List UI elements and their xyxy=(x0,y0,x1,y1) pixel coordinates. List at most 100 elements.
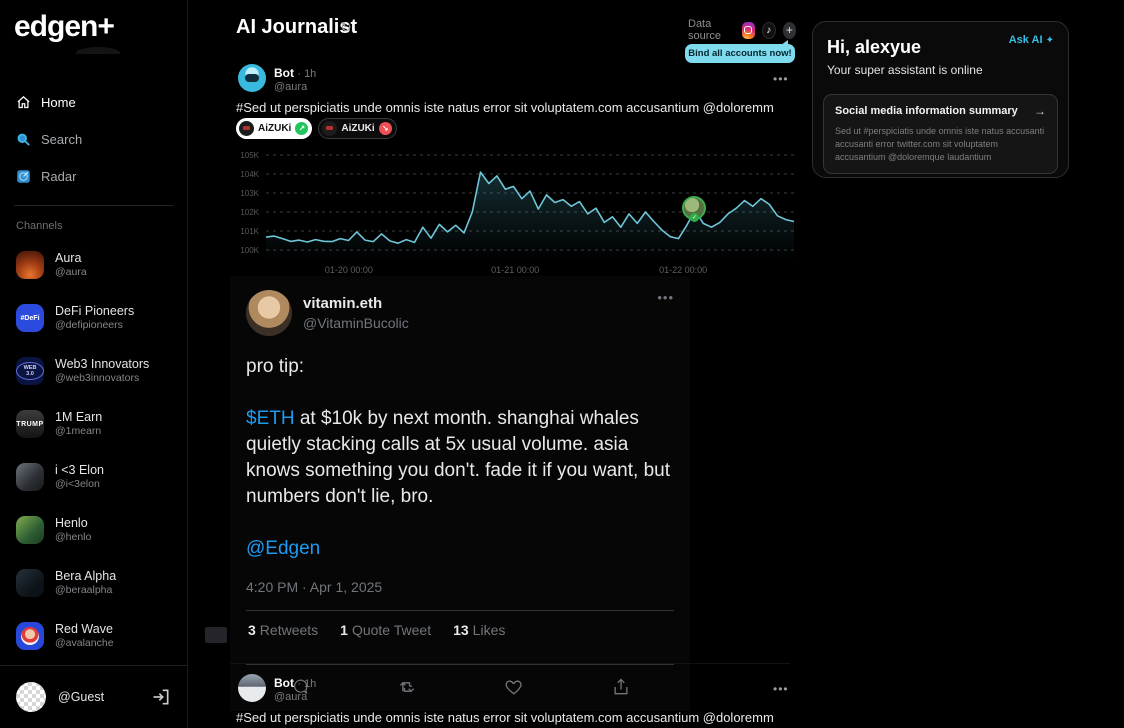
main-nav: Home Search Radar xyxy=(0,84,187,195)
post-text: #Sed ut perspiciatis unde omnis iste nat… xyxy=(236,100,774,115)
bind-accounts-tooltip[interactable]: Bind all accounts now! xyxy=(685,44,795,63)
tweet-line: pro tip: xyxy=(246,356,305,377)
refresh-icon[interactable]: ↻ xyxy=(340,19,352,35)
guest-avatar xyxy=(16,682,46,712)
channel-item-defi-pioneers[interactable]: #DeFi DeFi Pioneers @defipioneers xyxy=(0,301,187,335)
tag-label: AiZUKi xyxy=(258,123,292,134)
sidebar-item-label: Home xyxy=(41,95,76,110)
marker-check-icon: ✓ xyxy=(690,213,699,223)
channel-name: Red Wave xyxy=(55,621,113,636)
post-more-button[interactable]: ••• xyxy=(773,682,789,696)
channel-item-web3-innovators[interactable]: WEB 3.0 Web3 Innovators @web3innovators xyxy=(0,354,187,388)
data-source-bar: Data source ♪ + xyxy=(688,18,796,42)
tweet-more-button[interactable]: ••• xyxy=(657,290,674,305)
summary-body: Sed ut #perspiciatis unde omnis iste nat… xyxy=(835,126,1045,163)
guest-account-bar[interactable]: @Guest xyxy=(0,665,187,728)
assistant-panel: Ask AI ✦ Hi, alexyue Your super assistan… xyxy=(812,21,1069,178)
post-text: #Sed ut perspiciatis unde omnis iste nat… xyxy=(236,710,774,725)
arrow-right-icon: → xyxy=(1034,104,1046,118)
channel-avatar: #DeFi xyxy=(16,304,44,332)
post-handle[interactable]: @aura xyxy=(274,691,308,703)
channel-name: i <3 Elon xyxy=(55,462,104,477)
avatar-text: #DeFi xyxy=(20,314,40,322)
channel-handle: @beraalpha xyxy=(55,584,113,597)
tweet-stats: 3 Retweets 1 Quote Tweet 13 Likes xyxy=(246,611,674,649)
tag-aizuki-negative[interactable]: AiZUKi ↘ xyxy=(318,118,397,139)
channel-avatar xyxy=(16,622,44,650)
post-author[interactable]: Bot · 1h xyxy=(274,676,316,690)
y-axis-tick: 105K xyxy=(240,150,259,160)
channel-avatar: TRUMP xyxy=(16,410,44,438)
tweet-line: $ETH at $10k by next month. shanghai wha… xyxy=(246,406,674,510)
avatar-text: TRUMP xyxy=(16,420,44,428)
chart-area-fill xyxy=(266,172,794,261)
tweet-author-name[interactable]: vitamin.eth xyxy=(303,295,383,313)
post-author[interactable]: Bot · 1h xyxy=(274,66,316,80)
y-axis-tick: 104K xyxy=(240,169,259,179)
assistant-greeting: Hi, alexyue xyxy=(827,37,922,57)
channel-name: Aura xyxy=(55,250,82,265)
sidebar-item-search[interactable]: Search xyxy=(0,121,187,158)
add-data-source-button[interactable]: + xyxy=(782,21,796,39)
channel-avatar xyxy=(16,251,44,279)
entity-tags: AiZUKi ↗ AiZUKi ↘ xyxy=(236,118,397,139)
likes-stat[interactable]: 13 Likes xyxy=(453,622,505,638)
bot-avatar[interactable] xyxy=(238,64,266,92)
share-icon[interactable] xyxy=(611,677,631,697)
sidebar-item-label: Radar xyxy=(41,169,77,184)
channel-item-henlo[interactable]: Henlo @henlo xyxy=(0,513,187,547)
mention-link[interactable]: @Edgen xyxy=(246,538,321,559)
instagram-icon[interactable] xyxy=(741,21,755,39)
sentiment-down-icon: ↘ xyxy=(378,122,392,135)
search-icon xyxy=(16,132,31,147)
channel-item-1m-earn[interactable]: TRUMP 1M Earn @1mearn xyxy=(0,407,187,441)
tweet-card: vitamin.eth @VitaminBucolic ••• pro tip:… xyxy=(230,276,690,711)
channel-item-aura[interactable]: Aura @aura xyxy=(0,248,187,282)
likes-label: Likes xyxy=(472,622,506,638)
quote-tweets-stat[interactable]: 1 Quote Tweet xyxy=(340,622,431,638)
tag-avatar xyxy=(239,121,254,136)
channels-section-label: Channels xyxy=(16,220,63,232)
channel-item-bera-alpha[interactable]: Bera Alpha @beraalpha xyxy=(0,566,187,600)
tweet-author-handle[interactable]: @VitaminBucolic xyxy=(303,314,409,331)
bot-avatar[interactable] xyxy=(238,674,266,702)
retweets-stat[interactable]: 3 Retweets xyxy=(248,622,318,638)
like-icon[interactable] xyxy=(504,677,524,697)
assistant-status: Your super assistant is online xyxy=(827,63,983,77)
reply-icon[interactable] xyxy=(290,677,310,697)
social-summary-card[interactable]: Social media information summary → Sed u… xyxy=(823,94,1058,175)
radar-icon xyxy=(16,169,31,184)
post-handle[interactable]: @aura xyxy=(274,81,308,93)
tag-aizuki-positive[interactable]: AiZUKi ↗ xyxy=(236,118,313,139)
sidebar-item-home[interactable]: Home xyxy=(0,84,187,121)
sidebar-item-radar[interactable]: Radar xyxy=(0,158,187,195)
channel-item-red-wave[interactable]: Red Wave @avalanche xyxy=(0,619,187,653)
tweet-divider xyxy=(246,610,674,611)
tweet-body: pro tip: $ETH at $10k by next month. sha… xyxy=(246,354,674,562)
author-name: Bot xyxy=(274,66,294,80)
tweet-divider xyxy=(246,664,674,665)
tiktok-icon[interactable]: ♪ xyxy=(761,21,776,39)
post-more-button[interactable]: ••• xyxy=(773,72,789,86)
feed-scrollbar-thumb[interactable] xyxy=(205,627,227,643)
channel-avatar xyxy=(16,463,44,491)
tweet-text: at $10k by next month. shanghai whales q… xyxy=(246,408,670,507)
y-axis-tick: 101K xyxy=(240,226,259,236)
retweets-label: Retweets xyxy=(259,622,319,638)
chart-event-marker[interactable]: ✓ xyxy=(682,196,706,223)
channel-handle: @aura xyxy=(55,266,87,279)
ask-ai-button[interactable]: Ask AI ✦ xyxy=(1009,34,1054,46)
post-time: · 1h xyxy=(297,678,317,690)
channel-item-i3elon[interactable]: i <3 Elon @i<3elon xyxy=(0,460,187,494)
tweet-timestamp: 4:20 PM · Apr 1, 2025 xyxy=(246,579,383,595)
channel-name: Henlo xyxy=(55,515,88,530)
cashtag-link[interactable]: $ETH xyxy=(246,408,295,429)
logout-icon[interactable] xyxy=(151,687,171,707)
sidebar-divider xyxy=(14,205,173,206)
x-axis-tick: 01-22 00:00 xyxy=(659,265,708,275)
tweet-author-avatar[interactable] xyxy=(246,290,292,336)
y-axis-tick: 100K xyxy=(240,245,259,255)
chart-plot xyxy=(265,154,795,261)
retweet-icon[interactable] xyxy=(397,677,417,697)
ask-ai-label: Ask AI xyxy=(1008,34,1043,46)
